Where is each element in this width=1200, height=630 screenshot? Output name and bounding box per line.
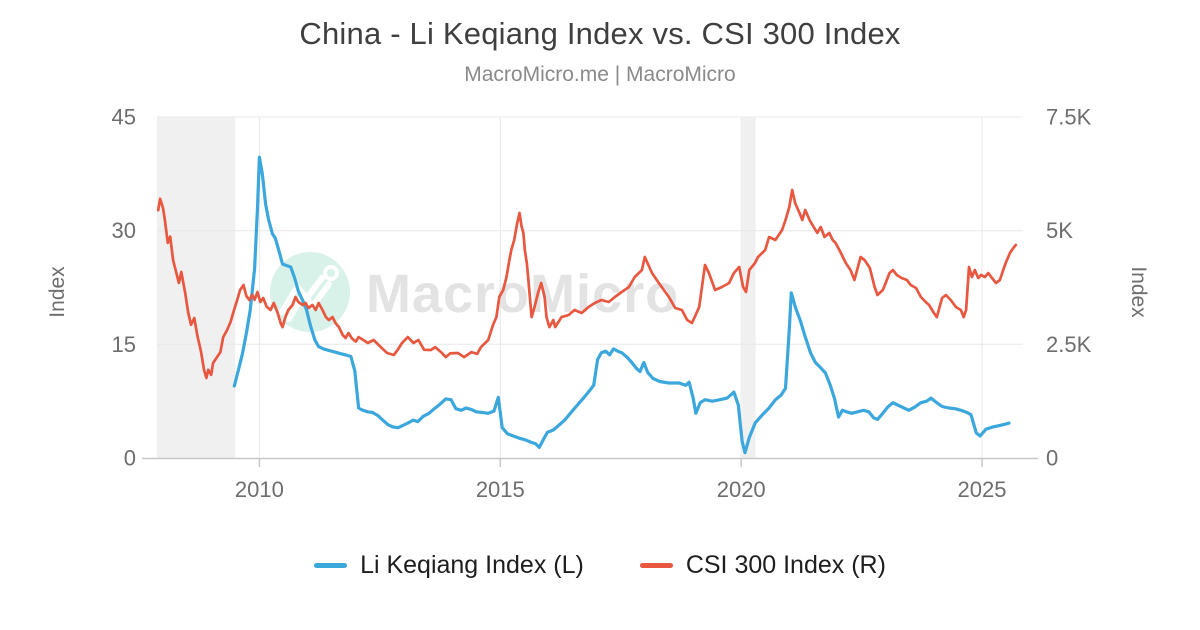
y-left-tick-label: 0	[124, 446, 136, 471]
y-right-tick-label: 2.5K	[1046, 332, 1092, 357]
y-left-tick-label: 30	[112, 218, 136, 243]
y-right-tick-label: 7.5K	[1046, 105, 1092, 130]
y-right-tick-label: 0	[1046, 446, 1058, 471]
legend-item-li-keqiang-index[interactable]: Li Keqiang Index (L)	[314, 551, 584, 580]
chart-subtitle: MacroMicro.me | MacroMicro	[464, 63, 736, 86]
y-right-axis-title: Index	[1127, 266, 1150, 318]
chart-title: China - Li Keqiang Index vs. CSI 300 Ind…	[299, 16, 901, 51]
legend-label-li-keqiang-index: Li Keqiang Index (L)	[360, 551, 584, 579]
recession-band	[157, 117, 236, 458]
series-line-csi-300-index[interactable]	[156, 188, 1018, 380]
y-left-axis-title: Index	[46, 266, 69, 318]
x-axis-tick-label: 2010	[235, 477, 284, 502]
x-axis-tick-label: 2025	[958, 477, 1007, 502]
series-line-li-keqiang-index[interactable]	[232, 155, 1011, 455]
y-left-tick-label: 15	[112, 332, 136, 357]
legend-swatch-csi-300-index	[639, 563, 673, 568]
y-right-tick-label: 5K	[1046, 218, 1073, 243]
watermark-ring-icon	[323, 265, 339, 281]
recession-band	[742, 117, 756, 458]
x-axis-tick-label: 2015	[476, 477, 525, 502]
y-left-tick-label: 45	[112, 105, 136, 130]
legend-label-csi-300-index: CSI 300 Index (R)	[685, 551, 886, 579]
x-axis-tick-label: 2020	[717, 477, 766, 502]
legend-item-csi-300-index[interactable]: CSI 300 Index (R)	[639, 551, 886, 580]
legend-swatch-li-keqiang-index	[314, 563, 348, 568]
legend: Li Keqiang Index (L) CSI 300 Index (R)	[0, 551, 1200, 580]
watermark-text: MacroMicro	[366, 264, 679, 324]
watermark-zigzag-icon	[286, 281, 332, 322]
